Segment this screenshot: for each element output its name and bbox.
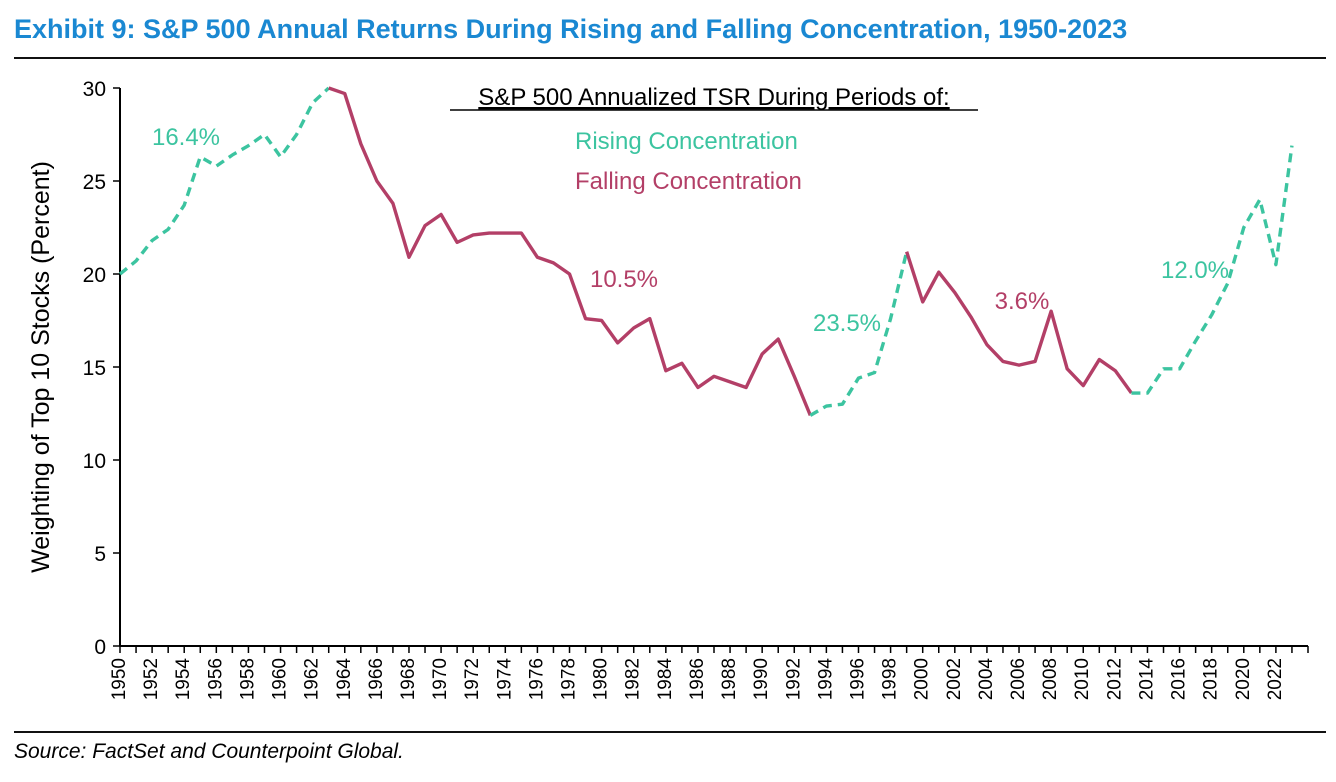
series-line-rising-1 <box>118 86 330 276</box>
y-tick-label: 10 <box>83 450 106 473</box>
series-line-falling-4 <box>905 251 1133 395</box>
x-tick-label: 1974 <box>494 658 515 701</box>
series-line-falling-2 <box>328 86 812 417</box>
x-tick-label: 2018 <box>1201 658 1222 700</box>
annotation-falling-4: 3.6% <box>995 288 1050 315</box>
x-tick-label: 1954 <box>173 658 194 701</box>
x-tick-label: 1992 <box>783 658 804 700</box>
x-tick-label: 2008 <box>1040 658 1061 700</box>
x-tick-label: 1986 <box>687 658 708 700</box>
y-tick-label: 15 <box>83 357 106 380</box>
series-line-rising-3 <box>809 251 909 417</box>
x-tick-label: 2022 <box>1265 658 1286 700</box>
x-tick-label: 1984 <box>655 658 676 701</box>
x-tick-label: 1980 <box>591 658 612 700</box>
x-tick-label: 1952 <box>141 658 162 700</box>
x-tick-label: 2000 <box>912 658 933 700</box>
x-tick-label: 2006 <box>1008 658 1029 700</box>
legend-title: S&P 500 Annualized TSR During Periods of… <box>478 84 949 111</box>
axes-layer: 0 5 10 15 20 25 30 1950 1952 1954 1956 1958 1960 1962… <box>83 78 1309 701</box>
y-tick-label: 30 <box>83 78 106 101</box>
source-note: Source: FactSet and Counterpoint Global. <box>14 740 404 763</box>
y-tick-label: 25 <box>83 171 106 194</box>
x-tick-label: 1960 <box>270 658 291 700</box>
annotation-rising-5: 12.0% <box>1161 257 1229 284</box>
y-tick-label: 5 <box>94 543 106 566</box>
exhibit-title: Exhibit 9: S&P 500 Annual Returns During… <box>14 14 1128 44</box>
top-rule <box>14 57 1326 59</box>
x-tick-label: 1994 <box>815 658 836 701</box>
x-tick-label: 1962 <box>302 658 323 700</box>
x-tick-label: 1988 <box>719 658 740 700</box>
x-tick-label: 1956 <box>205 658 226 700</box>
x-tick-label: 2020 <box>1233 658 1254 700</box>
annotation-layer: 16.4% 10.5% 23.5% 3.6% 12.0% <box>152 124 1229 337</box>
x-tick-label: 1996 <box>847 658 868 700</box>
series-layer <box>118 86 1294 417</box>
x-tick-label: 1958 <box>237 658 258 700</box>
x-tick-label: 1964 <box>334 658 355 701</box>
x-tick-label: 2016 <box>1169 658 1190 700</box>
x-tick-label: 1978 <box>559 658 580 700</box>
x-tick-label: 1972 <box>462 658 483 700</box>
x-tick-label: 2002 <box>944 658 965 700</box>
x-tick-label: 1982 <box>623 658 644 700</box>
chart: 0 5 10 15 20 25 30 1950 1952 1954 1956 1958 1960 1962… <box>27 78 1309 701</box>
legend-item-falling: Falling Concentration <box>575 168 802 195</box>
annotation-rising-1: 16.4% <box>152 124 220 151</box>
x-tick-label: 1966 <box>366 658 387 700</box>
x-tick-label: 1998 <box>880 658 901 700</box>
x-tick-label: 1968 <box>398 658 419 700</box>
y-tick-label: 0 <box>94 636 106 659</box>
x-tick-label: 2014 <box>1136 658 1157 701</box>
x-tick-label: 1990 <box>751 658 772 700</box>
annotation-rising-3: 23.5% <box>813 310 881 337</box>
x-tick-label: 1970 <box>430 658 451 700</box>
y-tick-label: 20 <box>83 264 106 287</box>
bottom-rule <box>14 731 1326 733</box>
legend-item-rising: Rising Concentration <box>575 128 798 155</box>
y-axis-label: Weighting of Top 10 Stocks (Percent) <box>27 161 55 573</box>
x-tick-label: 1950 <box>109 658 130 700</box>
annotation-falling-2: 10.5% <box>590 266 658 293</box>
series-line-rising-5 <box>1131 145 1294 395</box>
x-tick-label: 1976 <box>526 658 547 700</box>
x-tick-label: 2010 <box>1072 658 1093 700</box>
x-tick-label: 2004 <box>976 658 997 701</box>
x-tick-label: 2012 <box>1104 658 1125 700</box>
